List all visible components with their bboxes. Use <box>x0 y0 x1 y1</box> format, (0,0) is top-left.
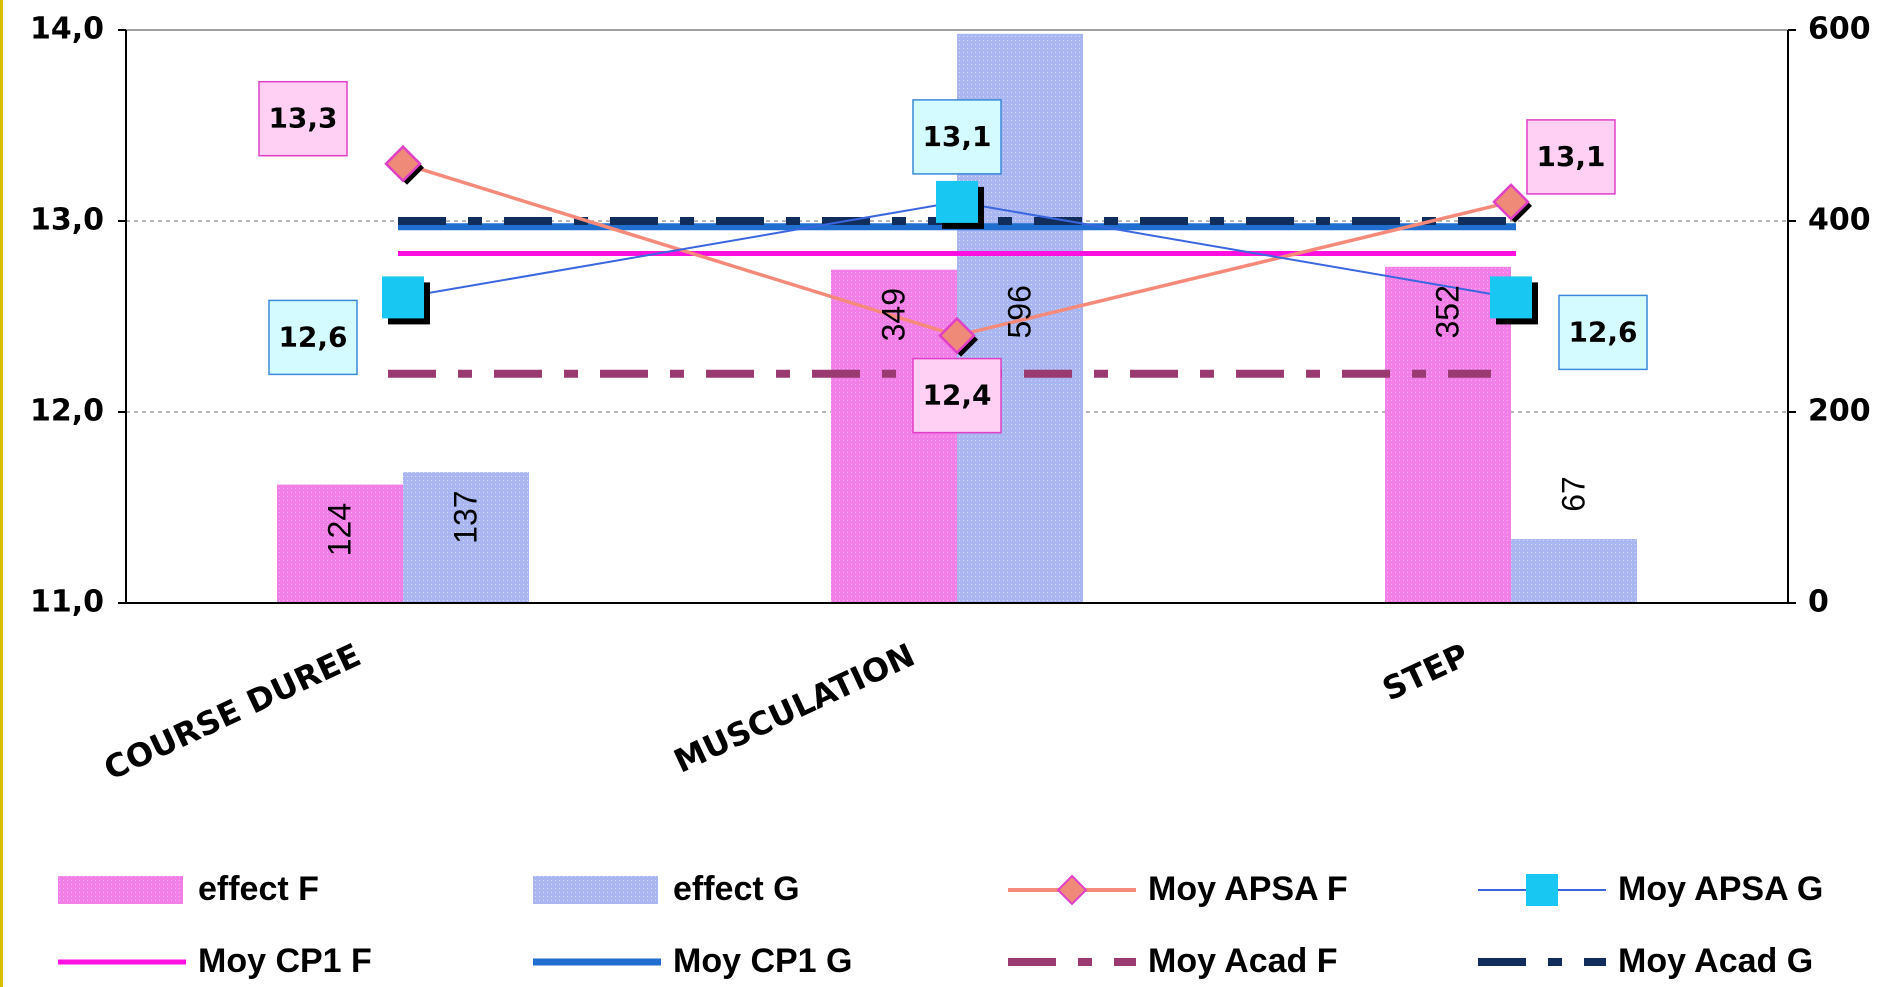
bar-effect-g-step <box>1511 539 1637 603</box>
bar-label-effect-f-course-duree: 124 <box>321 503 357 556</box>
bar-label-effect-f-musculation: 349 <box>875 288 911 341</box>
left-tick-label-0: 11,0 <box>30 585 104 620</box>
marker-moy-apsa-g-musculation <box>936 180 978 223</box>
marker-moy-apsa-g-step <box>1490 276 1532 319</box>
legend-swatch-effect-f <box>58 876 183 904</box>
bar-label-effect-f-step: 352 <box>1429 285 1465 338</box>
bar-label-effect-g-musculation: 596 <box>1001 285 1037 338</box>
category-label-course-duree: COURSE DUREE <box>98 636 366 788</box>
point-label-moy-apsa-g-step: 12,6 <box>1568 315 1637 348</box>
marker-moy-apsa-g-course-duree <box>382 276 424 319</box>
point-label-moy-apsa-f-course-duree: 13,3 <box>268 102 337 135</box>
right-tick-label-1: 200 <box>1808 394 1871 429</box>
point-label-moy-apsa-g-musculation: 13,1 <box>922 120 991 153</box>
bar-effect-f-course-duree <box>277 484 403 603</box>
legend-label-moy-apsa-g: Moy APSA G <box>1618 870 1823 908</box>
point-label-moy-apsa-f-step: 13,1 <box>1536 140 1605 173</box>
point-label-box-moy-apsa-g-course-duree <box>268 299 358 376</box>
combo-chart: 11,0 12,0 13,0 14,0 0 200 400 600 COURSE DUREE MU… <box>30 12 1871 980</box>
left-tick-label-3: 14,0 <box>30 12 104 47</box>
legend-swatch-effect-g <box>533 876 658 904</box>
point-label-moy-apsa-f-musculation: 12,4 <box>922 379 991 412</box>
data-labels: 124 349 352 137 596 67 13,3 12,4 13,1 12,6 13,1 12,… <box>258 80 1648 556</box>
category-label-musculation: MUSCULATION <box>668 636 920 781</box>
legend-label-moy-cp1-f: Moy CP1 F <box>198 942 372 980</box>
legend-label-moy-acad-g: Moy Acad G <box>1618 942 1813 980</box>
left-tick-label-1: 12,0 <box>30 394 104 429</box>
point-label-moy-apsa-g-course-duree: 12,6 <box>278 320 347 353</box>
marker-moy-apsa-f-musculation <box>938 316 976 355</box>
legend: effect F effect G Moy APSA F Moy APSA G Moy … <box>58 870 1823 980</box>
legend-label-moy-apsa-f: Moy APSA F <box>1148 870 1348 908</box>
legend-marker-moy-apsa-g <box>1526 874 1558 906</box>
right-tick-label-0: 0 <box>1808 585 1829 620</box>
bar-effect-g-course-duree <box>403 472 529 603</box>
bar-label-effect-g-step: 67 <box>1555 476 1591 512</box>
category-label-step: STEP <box>1377 636 1475 709</box>
point-label-box-moy-apsa-g-musculation <box>912 99 1002 175</box>
legend-label-moy-acad-f: Moy Acad F <box>1148 942 1338 980</box>
right-tick-label-2: 400 <box>1808 203 1871 238</box>
point-label-box-moy-apsa-f-course-duree <box>258 80 348 157</box>
bar-effect-f-step <box>1385 266 1511 603</box>
series-lines <box>382 144 1538 357</box>
legend-label-moy-cp1-g: Moy CP1 G <box>673 942 852 980</box>
legend-marker-moy-apsa-f <box>1056 874 1088 906</box>
legend-label-effect-g: effect G <box>673 870 800 908</box>
marker-moy-apsa-f-course-duree <box>384 144 422 183</box>
point-label-box-moy-apsa-f-musculation <box>912 357 1002 434</box>
point-label-box-moy-apsa-f-step <box>1526 119 1616 195</box>
legend-label-effect-f: effect F <box>198 870 319 908</box>
right-tick-label-3: 600 <box>1808 12 1871 47</box>
marker-moy-apsa-f-step <box>1492 183 1530 221</box>
bar-effect-f-musculation <box>831 269 957 603</box>
bar-label-effect-g-course-duree: 137 <box>447 490 483 543</box>
point-label-box-moy-apsa-g-step <box>1558 294 1648 371</box>
left-tick-label-2: 13,0 <box>30 203 104 238</box>
